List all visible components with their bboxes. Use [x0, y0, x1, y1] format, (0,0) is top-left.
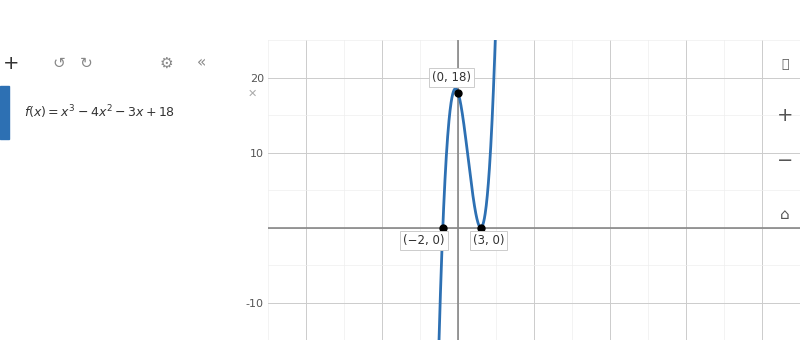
Bar [0, 86, 10, 139]
Text: ⌂: ⌂ [780, 207, 790, 222]
Text: Untitled Graph: Untitled Graph [68, 14, 166, 27]
Text: Create Account: Create Account [507, 16, 597, 26]
Text: ↻: ↻ [79, 55, 92, 71]
Text: or: or [610, 15, 622, 25]
Text: ⊙: ⊙ [750, 13, 762, 27]
Text: «: « [196, 55, 206, 71]
Text: ⬆: ⬆ [686, 13, 698, 27]
Text: ⚙: ⚙ [159, 55, 173, 71]
Text: Sign In: Sign In [636, 16, 672, 26]
Text: (0, 18): (0, 18) [433, 71, 471, 84]
Text: 🔧: 🔧 [781, 57, 789, 71]
Text: ≡: ≡ [10, 11, 25, 29]
Text: $f(x)=x^3-4x^2-3x+18$: $f(x)=x^3-4x^2-3x+18$ [24, 104, 175, 121]
Text: desmos: desmos [358, 9, 442, 31]
Text: −: − [777, 151, 793, 170]
Text: (−2, 0): (−2, 0) [403, 234, 445, 247]
Text: +: + [777, 106, 793, 124]
Text: ↺: ↺ [53, 55, 66, 71]
Text: +: + [2, 54, 19, 72]
Text: ✕: ✕ [247, 89, 257, 99]
Text: ?: ? [720, 13, 728, 28]
Text: (3, 0): (3, 0) [473, 234, 504, 247]
